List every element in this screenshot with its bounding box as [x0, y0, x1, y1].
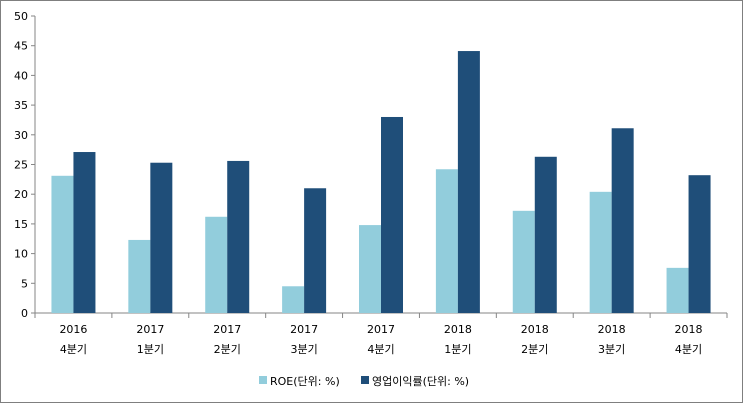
x-tick-label-quarter: 3분기: [598, 343, 625, 356]
legend-swatch: [361, 376, 369, 384]
x-tick-label-year: 2018: [598, 323, 626, 336]
bar-operating-margin: [688, 175, 711, 313]
x-tick-label-year: 2017: [136, 323, 164, 336]
y-tick-label: 45: [14, 40, 28, 53]
y-tick-label: 5: [21, 277, 28, 290]
bar-roe: [51, 175, 74, 313]
bar-operating-margin: [611, 128, 634, 313]
bar-roe: [205, 216, 228, 313]
x-tick-label-quarter: 4분기: [675, 343, 702, 356]
bar-roe: [282, 286, 305, 313]
bar-operating-margin: [150, 162, 173, 313]
y-tick-label: 0: [21, 307, 28, 320]
x-tick-label-quarter: 1분기: [137, 343, 164, 356]
y-tick-label: 25: [14, 159, 28, 172]
x-tick-label-quarter: 2분기: [521, 343, 548, 356]
y-tick-label: 30: [14, 129, 28, 142]
x-tick-label-year: 2018: [521, 323, 549, 336]
y-tick-label: 35: [14, 99, 28, 112]
x-tick-label-year: 2018: [444, 323, 472, 336]
bar-operating-margin: [534, 156, 557, 313]
y-tick-label: 40: [14, 69, 28, 82]
bar-roe: [435, 169, 458, 313]
bar-operating-margin: [381, 116, 403, 313]
bar-roe: [666, 267, 689, 313]
y-tick-label: 20: [14, 188, 28, 201]
bar-roe: [512, 210, 535, 313]
bar-roe: [589, 191, 612, 313]
bar-operating-margin: [304, 188, 327, 313]
x-tick-label-year: 2017: [290, 323, 318, 336]
legend-label: ROE(단위: %): [270, 375, 340, 388]
y-tick-label: 50: [14, 10, 28, 23]
bar-operating-margin: [457, 51, 480, 314]
bar-operating-margin: [73, 152, 96, 313]
x-tick-label-year: 2017: [213, 323, 241, 336]
y-tick-label: 15: [14, 218, 28, 231]
bar-roe: [128, 239, 151, 313]
x-tick-label-year: 2017: [367, 323, 395, 336]
y-tick-label: 10: [14, 248, 28, 261]
legend-swatch: [259, 376, 267, 384]
bar-operating-margin: [227, 160, 250, 313]
x-tick-label-quarter: 3분기: [290, 343, 317, 356]
x-tick-label-quarter: 2분기: [214, 343, 241, 356]
x-tick-label-year: 2018: [675, 323, 703, 336]
legend-label: 영업이익률(단위: %): [372, 375, 469, 388]
x-tick-label-quarter: 1분기: [444, 343, 471, 356]
x-tick-label-quarter: 4분기: [367, 343, 394, 356]
x-tick-label-year: 2016: [59, 323, 87, 336]
bar-roe: [359, 225, 381, 313]
x-tick-label-quarter: 4분기: [60, 343, 87, 356]
